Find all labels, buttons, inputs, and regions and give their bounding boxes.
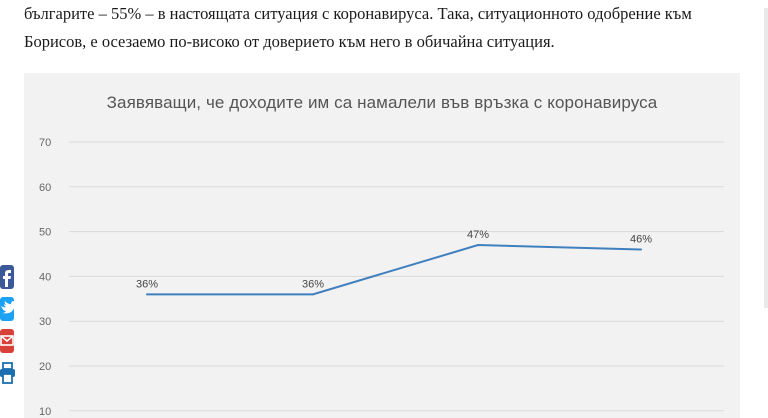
- data-point: [312, 293, 314, 296]
- article-line-1: българите – 55% – в настоящата ситуация …: [24, 4, 692, 23]
- print-icon: [0, 362, 15, 384]
- article-line-2: Борисов, е осезаемо по-високо от доверие…: [24, 32, 555, 51]
- print-button[interactable]: [0, 361, 15, 385]
- facebook-share-button[interactable]: [0, 265, 14, 289]
- y-tick-label: 60: [39, 182, 51, 194]
- facebook-icon: [0, 265, 14, 289]
- line-chart: 70 60 50 40 30 20 10 36% 36% 47% 46%: [39, 137, 724, 418]
- series-line: [147, 244, 642, 296]
- email-share-button[interactable]: [0, 329, 14, 353]
- data-label: 36%: [136, 278, 158, 290]
- y-tick-label: 50: [39, 227, 51, 239]
- data-point: [477, 244, 479, 247]
- chart-card: Заявяващи, че доходите им са намалели въ…: [24, 73, 740, 418]
- y-tick-label: 40: [39, 271, 51, 283]
- y-tick-label: 70: [39, 137, 51, 149]
- email-icon: [0, 329, 14, 353]
- data-label: 46%: [630, 234, 652, 246]
- data-label: 47%: [467, 229, 489, 241]
- article-text: българите – 55% – в настоящата ситуация …: [24, 0, 736, 56]
- page-scroll-track[interactable]: [764, 8, 768, 308]
- twitter-share-button[interactable]: [0, 297, 14, 321]
- y-tick-label: 20: [39, 361, 51, 373]
- chart-title: Заявяващи, че доходите им са намалели въ…: [106, 93, 658, 112]
- y-tick-label: 30: [39, 316, 51, 328]
- data-point: [640, 248, 642, 251]
- data-label: 36%: [302, 278, 324, 290]
- twitter-icon: [0, 297, 14, 321]
- y-tick-label: 10: [39, 406, 51, 418]
- data-point: [146, 293, 148, 296]
